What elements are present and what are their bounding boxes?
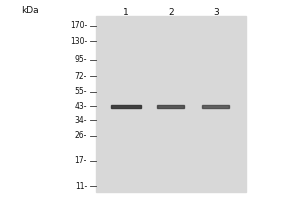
- Text: 26-: 26-: [75, 131, 87, 140]
- Text: 95-: 95-: [74, 55, 87, 64]
- Text: 2: 2: [168, 8, 174, 17]
- Text: 1: 1: [123, 8, 129, 17]
- Text: 11-: 11-: [75, 182, 87, 191]
- Text: 170-: 170-: [70, 21, 87, 30]
- Text: 34-: 34-: [74, 116, 87, 125]
- Text: 130-: 130-: [70, 37, 87, 46]
- Text: 55-: 55-: [74, 87, 87, 96]
- Text: 72-: 72-: [75, 72, 87, 81]
- Text: 43-: 43-: [74, 102, 87, 111]
- Text: 3: 3: [213, 8, 219, 17]
- Text: kDa: kDa: [21, 6, 39, 15]
- Text: 17-: 17-: [75, 156, 87, 165]
